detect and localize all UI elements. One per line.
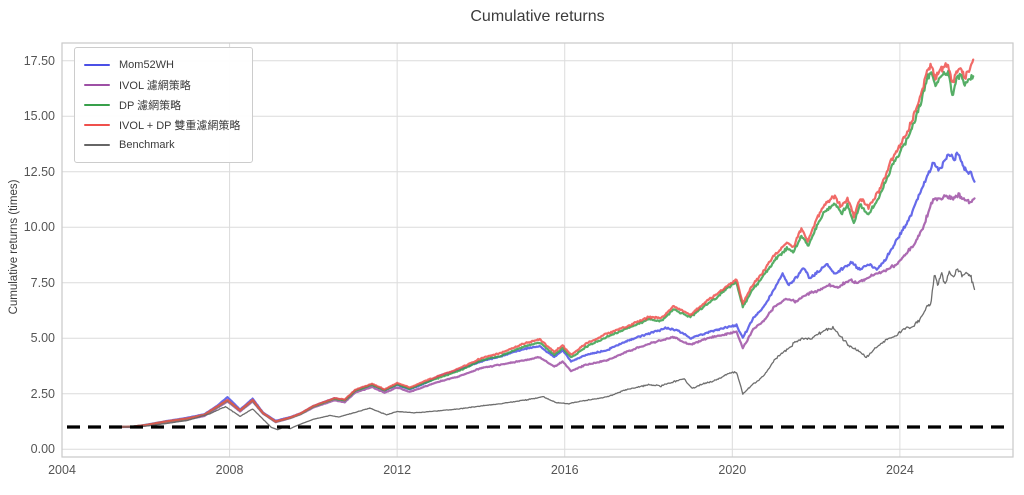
y-tick-label: 10.00	[23, 220, 55, 235]
y-tick-label: 17.50	[23, 53, 55, 68]
x-tick-label: 2016	[550, 463, 579, 477]
y-tick-label: 2.50	[30, 386, 55, 401]
y-tick-label: 0.00	[30, 442, 55, 457]
legend-label: Benchmark	[119, 139, 175, 151]
legend-item: Mom52WH	[84, 55, 240, 75]
legend-line-swatch	[84, 83, 110, 87]
y-tick-label: 12.50	[23, 164, 55, 179]
plot-frame	[61, 42, 1014, 458]
series-line	[117, 268, 976, 431]
chart-title: Cumulative returns	[470, 8, 605, 25]
legend-item: IVOL + DP 雙重濾網策略	[84, 115, 240, 135]
legend-line-swatch	[84, 103, 110, 107]
y-tick-label: 5.00	[30, 331, 55, 346]
y-tick-label: 15.00	[23, 109, 55, 124]
series-line	[116, 192, 976, 429]
x-tick-label: 2020	[718, 463, 747, 477]
y-tick-label: 7.50	[30, 275, 55, 290]
legend-label: Mom52WH	[119, 59, 175, 71]
series-line	[116, 151, 976, 429]
legend: Mom52WH IVOL 濾網策略 DP 濾網策略 IVOL + DP 雙重濾網策略 B…	[74, 47, 254, 163]
legend-item: IVOL 濾網策略	[84, 75, 240, 95]
legend-label: IVOL + DP 雙重濾網策略	[119, 120, 241, 132]
x-tick-label: 2012	[383, 463, 412, 477]
legend-label: IVOL 濾網策略	[119, 80, 191, 92]
x-tick-label: 2024	[885, 463, 914, 477]
x-tick-label: 2008	[215, 463, 244, 477]
legend-line-swatch	[84, 63, 110, 67]
legend-label: DP 濾網策略	[119, 100, 182, 112]
legend-item: DP 濾網策略	[84, 95, 240, 115]
x-tick-label: 2004	[48, 463, 76, 477]
y-axis-label: Cumulative returns (times)	[8, 179, 20, 315]
legend-line-swatch	[84, 144, 110, 146]
series-line	[116, 58, 975, 429]
legend-line-swatch	[84, 123, 110, 127]
legend-item: Benchmark	[84, 135, 240, 155]
